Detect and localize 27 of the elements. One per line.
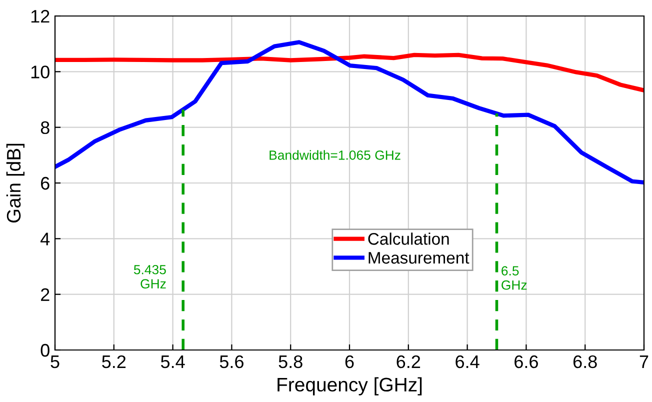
y-tick-label: 4 [40,232,50,246]
y-axis-title: Gain [dB] [6,144,24,223]
y-tick-label: 0 [40,344,50,357]
x-axis-title: Frequency [GHz] [278,377,422,396]
x-tick-label: 7 [640,356,648,368]
annotation: Bandwidth=1.065 GHz [270,150,400,160]
legend-label: Measurement [368,252,470,264]
x-tick-label: 5.8 [278,355,302,368]
ref-line-label: 6.5 GHz [502,266,527,290]
line-series [55,40,644,185]
ref-line-label: 5.435 GHz [134,264,166,289]
y-tick-label: 8 [40,121,50,134]
x-tick-label: 6.6 [514,355,538,368]
x-tick-label: 5 [50,356,60,368]
legend-label: Calculation [368,232,449,245]
x-tick-label: 6 [345,355,354,368]
x-tick-label: 6.2 [396,355,420,368]
x-tick-label: 5.6 [220,355,244,368]
x-tick-label: 6.4 [456,355,480,368]
y-tick-label: 2 [41,288,50,301]
line-series [55,52,644,92]
x-tick-label: 5.4 [160,356,185,368]
y-tick-label: 12 [31,10,50,23]
y-tick-label: 10 [31,66,50,78]
x-tick-label: 5.2 [102,355,126,368]
y-tick-label: 6 [41,176,50,190]
x-tick-label: 6.8 [573,355,597,368]
